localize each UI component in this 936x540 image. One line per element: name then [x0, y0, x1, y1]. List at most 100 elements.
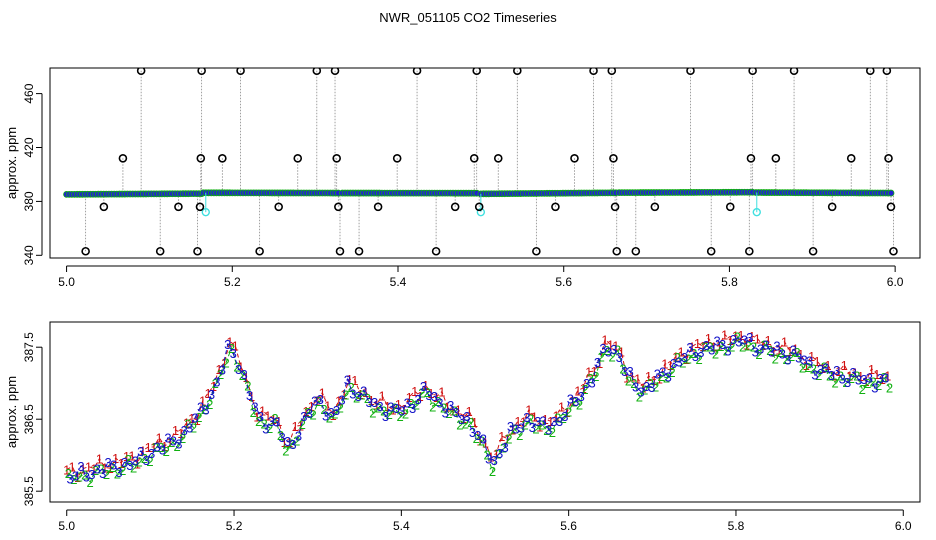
outlier-point	[706, 246, 716, 256]
outlier-point	[846, 153, 856, 163]
series-1-marker: 1	[319, 386, 326, 401]
series-2-marker: 2	[674, 350, 681, 365]
series-3-marker: 3	[523, 410, 530, 425]
series-2-marker: 2	[875, 378, 882, 393]
series-2-marker: 2	[734, 330, 741, 345]
series-3-marker: 3	[621, 364, 628, 379]
outlier-point	[827, 202, 837, 212]
series-1-marker: 1	[351, 373, 358, 388]
series-2-marker: 2	[663, 371, 670, 386]
outlier-point	[218, 153, 227, 163]
series-3-marker: 3	[828, 368, 835, 383]
series-2-marker: 2	[581, 382, 588, 397]
series-3-marker: 3	[88, 467, 95, 482]
series-3-marker: 3	[474, 428, 481, 443]
series-1-marker: 1	[166, 435, 173, 450]
outlier-point	[472, 68, 482, 75]
series-3-marker: 3	[414, 392, 421, 407]
series-2-marker: 2	[821, 360, 828, 375]
outlier-point	[312, 68, 322, 75]
series-1-marker: 1	[531, 410, 538, 425]
series-3-marker: 3	[556, 414, 563, 429]
outlier-point	[118, 153, 128, 163]
series-1-marker: 1	[748, 329, 755, 344]
series-3-marker: 3	[115, 465, 122, 480]
series-1-marker: 1	[857, 369, 864, 384]
series-2-marker: 2	[859, 382, 866, 397]
series-1-marker: 1	[808, 349, 815, 364]
series-3-marker: 3	[431, 389, 438, 404]
series-2-marker: 2	[668, 365, 675, 380]
series-2-marker: 2	[375, 400, 382, 415]
series-3-marker: 3	[371, 395, 378, 410]
series-1-marker: 1	[471, 415, 478, 430]
series-1-marker: 1	[563, 405, 570, 420]
series-3-marker: 3	[268, 414, 275, 429]
outlier-point	[745, 246, 754, 256]
series-2-marker: 2	[282, 443, 289, 458]
outlier-point	[610, 202, 620, 212]
series-2-marker: 2	[76, 469, 83, 484]
series-1-marker: 1	[558, 400, 565, 415]
series-3-marker: 3	[637, 384, 644, 399]
series-3-marker: 3	[822, 360, 829, 375]
top-x-tick-label: 5.8	[721, 275, 738, 289]
series-3-marker: 3	[333, 403, 340, 418]
series-1-marker: 1	[150, 440, 157, 455]
series-2-marker: 2	[483, 448, 490, 463]
series-3-marker: 3	[251, 399, 258, 414]
outlier-point	[81, 246, 90, 256]
series-2-marker: 2	[440, 400, 447, 415]
series-2-marker: 2	[174, 439, 181, 454]
flagged-point	[476, 207, 486, 217]
series-2-marker: 2	[652, 380, 659, 395]
series-1-marker: 1	[607, 338, 614, 353]
series-3-marker: 3	[480, 431, 487, 446]
series-2-marker: 2	[157, 440, 164, 455]
series-1-marker: 1	[264, 408, 271, 423]
top-y-tick-label: 380	[22, 191, 36, 211]
series-3-marker: 3	[550, 414, 557, 429]
series-1-marker: 1	[248, 389, 255, 404]
series-2-marker: 2	[543, 423, 550, 438]
series-3-marker: 3	[442, 406, 449, 421]
series-1-marker: 1	[85, 460, 92, 475]
series-2-marker: 2	[299, 417, 306, 432]
series-2-marker: 2	[549, 425, 556, 440]
series-2-marker: 2	[70, 472, 77, 487]
series-1-marker: 1	[873, 367, 880, 382]
series-2-marker: 2	[87, 475, 94, 490]
series-3-marker: 3	[605, 345, 612, 360]
series-2-marker: 2	[304, 405, 311, 420]
series-1-marker: 1	[667, 358, 674, 373]
series-3-marker: 3	[284, 434, 291, 449]
series-1-marker: 1	[841, 358, 848, 373]
series-2-marker: 2	[413, 397, 420, 412]
series-1-marker: 1	[754, 331, 761, 346]
series-3-marker: 3	[616, 350, 623, 365]
series-1-marker: 1	[759, 338, 766, 353]
series-3-marker: 3	[235, 362, 242, 377]
series-2-marker: 2	[342, 387, 349, 402]
series-3-marker: 3	[99, 466, 106, 481]
bottom-axes: 5.0 5.2 5.4 5.6 5.8 6.0 385.5 386.5 387.5	[22, 332, 912, 533]
series-3-marker: 3	[175, 436, 182, 451]
series-2-marker: 2	[358, 387, 365, 402]
series-1-line	[66, 333, 889, 479]
series-2-marker: 2	[326, 411, 333, 426]
series-3-marker: 3	[219, 362, 226, 377]
series-2-marker: 2	[65, 466, 72, 481]
outlier-point	[589, 68, 598, 75]
outlier-point	[274, 202, 283, 212]
series-1-marker: 1	[813, 354, 820, 369]
outlier-point	[771, 153, 781, 163]
series-3-marker: 3	[594, 355, 601, 370]
series-2-marker: 2	[712, 346, 719, 361]
series-2-marker: 2	[473, 431, 480, 446]
bottom-x-tick-label: 5.4	[393, 519, 410, 533]
series-2-marker: 2	[706, 339, 713, 354]
series-2-marker: 2	[396, 409, 403, 424]
outlier-point	[332, 153, 341, 163]
series-1-marker: 1	[259, 404, 266, 419]
series-3-marker: 3	[773, 338, 780, 353]
